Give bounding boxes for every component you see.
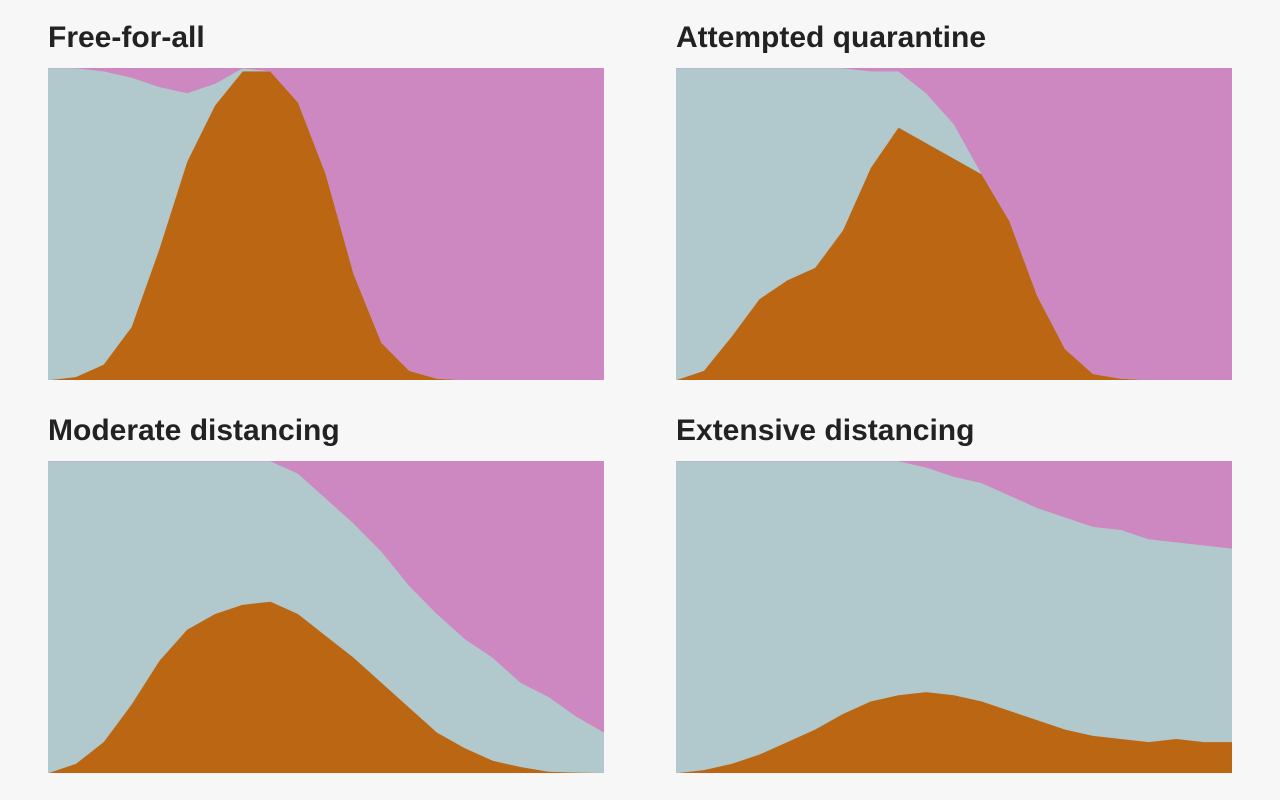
- area-chart: [48, 461, 604, 773]
- area-susceptible: [48, 461, 604, 773]
- area-chart: [676, 68, 1232, 380]
- area-chart: [676, 461, 1232, 773]
- area-recovered: [676, 461, 1232, 549]
- chart-title: Free-for-all: [48, 21, 205, 54]
- chart-title: Moderate distancing: [48, 414, 340, 447]
- area-recovered: [676, 68, 1232, 380]
- area-chart: [48, 68, 604, 380]
- area-susceptible: [676, 461, 1232, 773]
- chart-title: Extensive distancing: [676, 414, 975, 447]
- chart-title: Attempted quarantine: [676, 21, 987, 54]
- area-recovered: [48, 461, 604, 733]
- area-recovered: [48, 68, 604, 380]
